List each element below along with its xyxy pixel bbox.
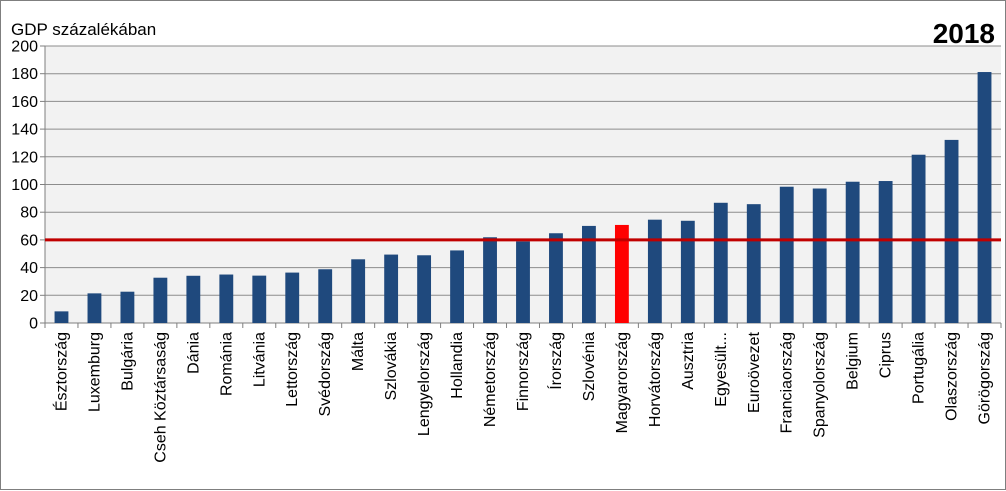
chart-title: 2018 [933, 18, 995, 49]
x-tick-label: Luxemburg [86, 332, 103, 412]
x-tick-label: Portugália [911, 332, 928, 404]
x-tick-label: Magyarország [614, 332, 631, 433]
bar [977, 72, 992, 324]
bar [384, 254, 399, 323]
y-tick-label: 40 [20, 260, 38, 277]
x-tick-label: Szlovákia [383, 332, 400, 401]
x-tick-label: Horvátország [647, 332, 664, 427]
x-tick-label: Észtország [51, 332, 70, 411]
y-tick-label: 160 [11, 94, 38, 111]
y-tick-label: 200 [11, 39, 38, 56]
y-tick-label: 100 [11, 177, 38, 194]
bar [252, 275, 267, 323]
x-tick-label: Dánia [185, 332, 202, 374]
x-tick-label: Svédország [317, 332, 334, 417]
y-tick-label: 0 [29, 316, 38, 333]
x-tick-label: Görögország [977, 332, 994, 425]
x-tick-label: Olaszország [944, 332, 961, 421]
bar [779, 186, 794, 323]
bar [186, 275, 201, 323]
bar [878, 181, 893, 323]
y-tick-label: 60 [20, 232, 38, 249]
x-tick-label: Franciaország [779, 332, 796, 433]
x-tick-label: Szlovénia [581, 332, 598, 401]
bar [450, 250, 464, 323]
bar [713, 202, 728, 323]
bar [483, 237, 497, 323]
bar [582, 225, 596, 323]
bar [845, 181, 860, 323]
x-tick-label: Litvánia [251, 332, 268, 387]
bar [318, 269, 333, 323]
y-tick-label: 80 [20, 205, 38, 222]
x-tick-label: Hollandia [449, 332, 466, 399]
y-tick-label: 120 [11, 149, 38, 166]
y-tick-label: 20 [20, 288, 38, 305]
bar [647, 219, 662, 323]
bar [120, 291, 135, 323]
bar [219, 274, 234, 323]
bar [680, 220, 695, 323]
bar [746, 204, 761, 323]
bar [614, 224, 629, 323]
x-tick-label: Bulgária [119, 332, 136, 391]
bar [351, 259, 366, 323]
bar [285, 272, 300, 323]
x-tick-label: Finnország [515, 332, 532, 411]
y-axis-label: GDP százalékában [11, 20, 156, 39]
x-tick-label: Spanyolország [812, 332, 829, 438]
bar [516, 241, 530, 323]
bar [54, 311, 69, 323]
plot-area: 0 20 40 60 80 100 120 140 160 180 200 Észtország Lux… [11, 39, 1002, 463]
x-tick-label: Ausztria [680, 332, 697, 390]
x-tick-label: Írország [546, 332, 565, 390]
bar [944, 139, 959, 323]
x-tick-label: Németország [482, 332, 499, 427]
y-tick-label: 140 [11, 122, 38, 139]
bar [153, 277, 168, 323]
y-tick-label: 180 [11, 66, 38, 83]
bar [812, 188, 827, 323]
bar [417, 255, 432, 323]
x-tick-label: Ciprus [878, 332, 895, 378]
x-tick-label: Euroövezet [746, 331, 763, 412]
x-tick-label: Lettország [284, 332, 301, 407]
x-tick-label: Románia [218, 332, 235, 396]
x-tick-label: Málta [350, 332, 367, 371]
x-tick-label: Belgium [845, 332, 862, 390]
x-tick-label: Egyesült... [713, 332, 730, 407]
bar [87, 293, 102, 323]
x-tick-label: Lengyelország [416, 332, 433, 436]
x-tick-label: Cseh Köztársaság [152, 332, 169, 463]
bar [549, 233, 563, 323]
